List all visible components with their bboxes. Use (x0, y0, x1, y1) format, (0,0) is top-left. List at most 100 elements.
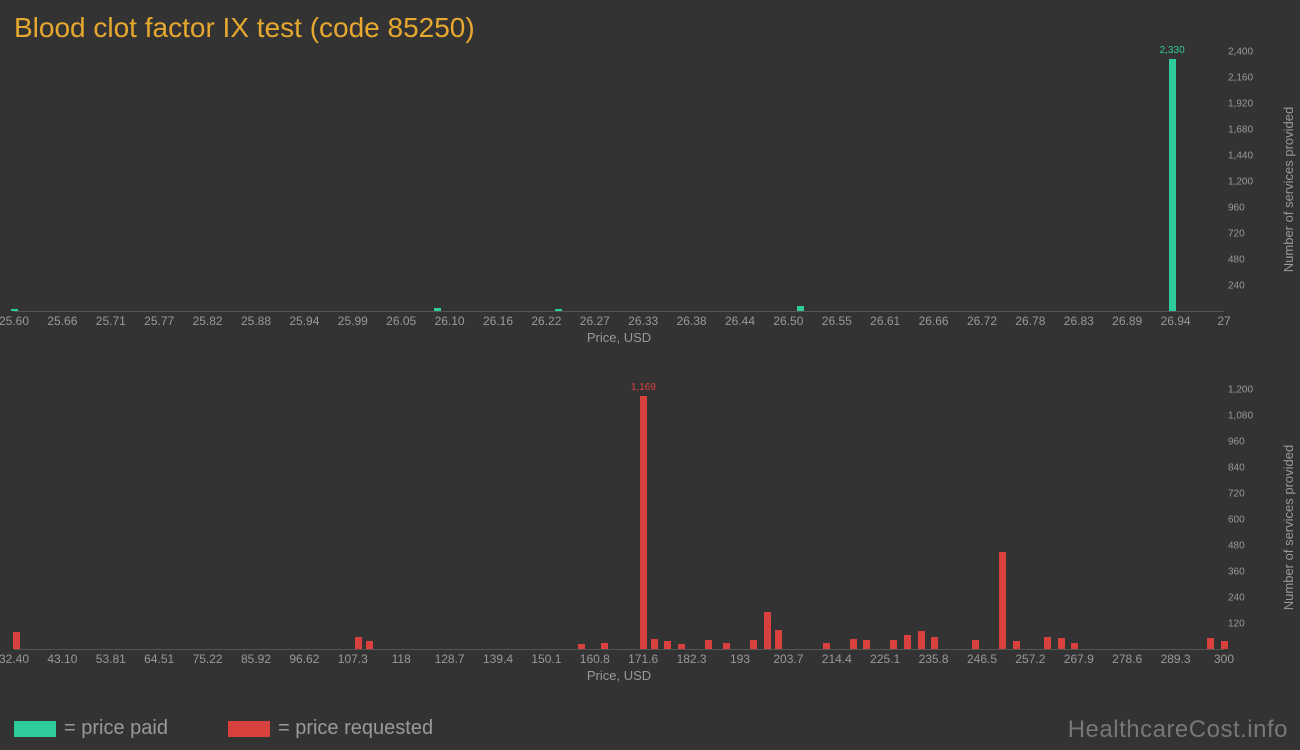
bar (750, 640, 757, 649)
x-tick: 160.8 (580, 652, 610, 666)
bar (1058, 638, 1065, 649)
bar-value-label: 1,169 (631, 382, 656, 393)
x-tick: 182.3 (677, 652, 707, 666)
bar (1071, 643, 1078, 650)
bar (578, 644, 585, 649)
y-tick: 1,200 (1228, 177, 1253, 188)
y-axis-label-bottom: Number of services provided (1281, 445, 1296, 610)
bar (366, 641, 373, 649)
x-tick: 267.9 (1064, 652, 1094, 666)
bar (1169, 59, 1176, 311)
y-tick: 240 (1228, 593, 1245, 604)
y-axis-label-top: Number of services provided (1281, 107, 1296, 272)
chart-title: Blood clot factor IX test (code 85250) (0, 0, 1300, 44)
y-tick: 1,920 (1228, 99, 1253, 110)
x-tick: 26.38 (677, 314, 707, 328)
x-tick: 25.66 (47, 314, 77, 328)
plot-area-top: 2404807209601,2001,4401,6801,9202,1602,4… (14, 52, 1224, 312)
bar (863, 640, 870, 649)
y-tick: 360 (1228, 567, 1245, 578)
bar (1044, 637, 1051, 649)
x-tick: 128.7 (435, 652, 465, 666)
y-tick: 600 (1228, 515, 1245, 526)
x-tick: 25.82 (193, 314, 223, 328)
x-tick: 171.6 (628, 652, 658, 666)
y-tick: 1,680 (1228, 125, 1253, 136)
x-tick: 26.44 (725, 314, 755, 328)
y-tick: 720 (1228, 489, 1245, 500)
x-tick: 203.7 (773, 652, 803, 666)
x-tick: 257.2 (1015, 652, 1045, 666)
bar (775, 630, 782, 650)
x-tick: 278.6 (1112, 652, 1142, 666)
x-tick: 26.50 (773, 314, 803, 328)
x-tick: 26.89 (1112, 314, 1142, 328)
bar (850, 639, 857, 649)
bar (705, 640, 712, 649)
x-axis-label-top: Price, USD (587, 330, 651, 345)
x-tick: 96.62 (289, 652, 319, 666)
x-tick: 139.4 (483, 652, 513, 666)
bar (904, 635, 911, 649)
y-tick: 1,080 (1228, 411, 1253, 422)
bar (999, 552, 1006, 650)
y-tick: 120 (1228, 619, 1245, 630)
x-tick: 26.72 (967, 314, 997, 328)
bar-value-label: 2,330 (1160, 45, 1185, 56)
bar (918, 631, 925, 649)
y-tick: 2,160 (1228, 73, 1253, 84)
x-tick: 26.66 (919, 314, 949, 328)
x-tick: 53.81 (96, 652, 126, 666)
x-tick: 26.94 (1161, 314, 1191, 328)
x-tick: 26.27 (580, 314, 610, 328)
bar (434, 308, 441, 311)
y-tick: 480 (1228, 255, 1245, 266)
x-tick: 26.10 (435, 314, 465, 328)
y-tick: 1,440 (1228, 151, 1253, 162)
x-tick: 25.77 (144, 314, 174, 328)
bar (972, 640, 979, 649)
bar (13, 632, 20, 649)
y-tick: 1,200 (1228, 385, 1253, 396)
x-tick: 25.60 (0, 314, 29, 328)
x-tick: 246.5 (967, 652, 997, 666)
y-tick: 960 (1228, 203, 1245, 214)
x-tick: 75.22 (193, 652, 223, 666)
bar (931, 637, 938, 649)
x-axis-bottom: Price, USD 32.4043.1053.8164.5175.2285.9… (14, 650, 1224, 684)
x-tick: 26.55 (822, 314, 852, 328)
bar (1207, 638, 1214, 649)
x-tick: 25.71 (96, 314, 126, 328)
x-tick: 64.51 (144, 652, 174, 666)
bar (823, 643, 830, 650)
bar (651, 639, 658, 649)
x-tick: 214.4 (822, 652, 852, 666)
swatch-paid (14, 721, 56, 737)
chart-price-paid: 2404807209601,2001,4401,6801,9202,1602,4… (14, 52, 1224, 346)
y-tick: 240 (1228, 281, 1245, 292)
bar (664, 641, 671, 649)
x-tick: 26.33 (628, 314, 658, 328)
x-tick: 26.83 (1064, 314, 1094, 328)
x-tick: 193 (730, 652, 750, 666)
x-tick: 26.16 (483, 314, 513, 328)
x-axis-top: Price, USD 25.6025.6625.7125.7725.8225.8… (14, 312, 1224, 346)
y-tick: 480 (1228, 541, 1245, 552)
y-tick: 840 (1228, 463, 1245, 474)
x-tick: 150.1 (531, 652, 561, 666)
legend-label-paid: = price paid (64, 717, 168, 740)
bar (1221, 641, 1228, 649)
plot-area-bottom: 1202403604806007208409601,0801,200 Numbe… (14, 390, 1224, 650)
x-tick: 26.05 (386, 314, 416, 328)
bar (797, 306, 804, 311)
watermark: HealthcareCost.info (1068, 716, 1288, 744)
bar (678, 644, 685, 649)
bar (1013, 641, 1020, 649)
x-tick: 25.99 (338, 314, 368, 328)
bar (640, 396, 647, 649)
y-axis-top: 2404807209601,2001,4401,6801,9202,1602,4… (1226, 52, 1266, 312)
x-tick: 107.3 (338, 652, 368, 666)
bar (723, 643, 730, 650)
x-axis-label-bottom: Price, USD (587, 668, 651, 683)
bar (890, 640, 897, 649)
